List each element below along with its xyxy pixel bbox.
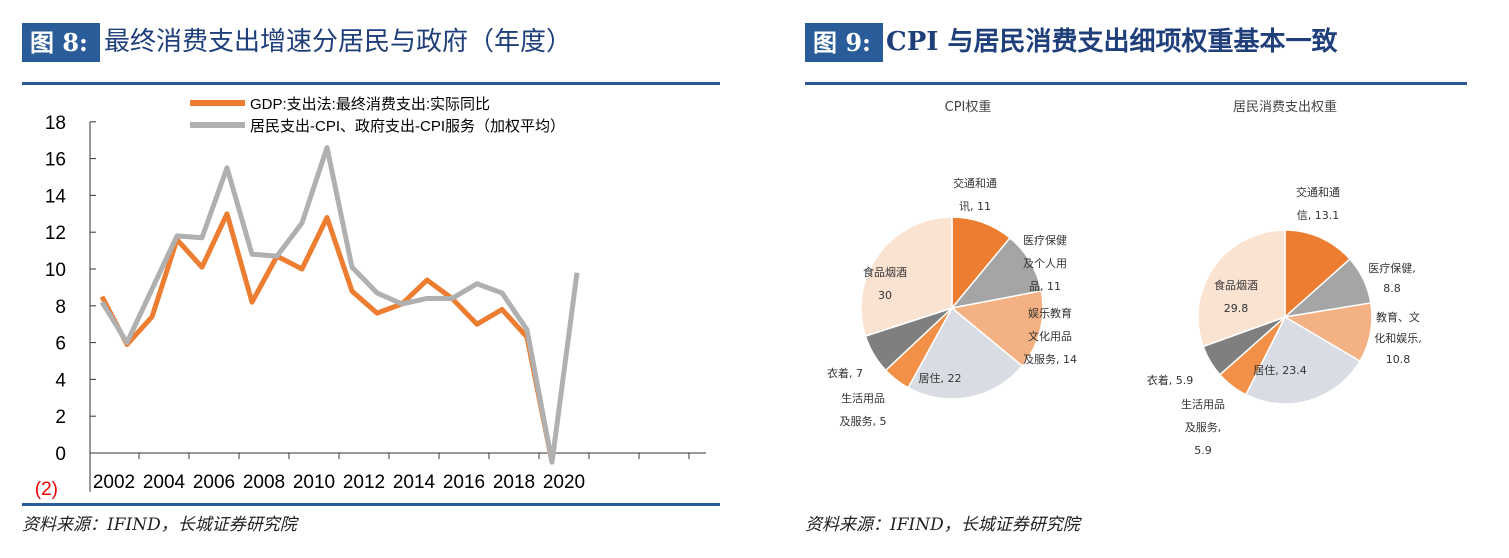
y-tick-label: (2) xyxy=(35,479,58,500)
legend-label: GDP:支出法:最终消费支出:实际同比 xyxy=(250,96,490,113)
pie-label: 食品烟酒 29.8 xyxy=(1214,279,1258,315)
source-note: 资料来源：IFIND，长城证券研究院 xyxy=(805,515,1080,535)
y-tick-label: 0 xyxy=(55,444,66,465)
line-chart: 18 16 14 12 10 8 6 4 2 0 (2) 2002 2004 2006 2008 2010 20… xyxy=(35,96,706,500)
series-line-2 xyxy=(99,145,580,465)
pie-label: 教育、文 化和娱乐, 10.8 xyxy=(1374,311,1422,366)
pie-slice xyxy=(907,306,1024,400)
pie-label: 交通和通 信, 13.1 xyxy=(1296,186,1340,222)
x-tick-label: 2016 xyxy=(443,472,485,493)
x-tick-label: 2008 xyxy=(243,472,285,493)
source-note: 资料来源：IFIND，长城证券研究院 xyxy=(22,515,297,535)
pie-slice xyxy=(1197,229,1286,348)
x-tick-label: 2010 xyxy=(293,472,335,493)
pie-label: 居住, 23.4 xyxy=(1253,364,1307,377)
y-tick-label: 10 xyxy=(45,260,66,281)
y-tick-label: 14 xyxy=(45,186,67,207)
footer-rule xyxy=(22,503,720,506)
pie-title-cpi: CPI权重 xyxy=(944,100,992,115)
x-tick-label: 2004 xyxy=(143,472,186,493)
y-tick-label: 6 xyxy=(55,334,66,355)
pie-label: 衣着, 5.9 xyxy=(1146,374,1194,387)
pie-label: 娱乐教育 文化用品 及服务, 14 xyxy=(1023,307,1077,366)
pie-label: 医疗保健 及个人用 品, 11 xyxy=(1023,234,1067,293)
pie-slice xyxy=(860,216,953,338)
x-tick-label: 2006 xyxy=(193,472,235,493)
pie-label: 生活用品 及服务, 5.9 xyxy=(1181,398,1225,457)
pie-charts xyxy=(860,216,1373,405)
pie-label: 交通和通 讯, 11 xyxy=(953,177,997,213)
x-tick-label: 2002 xyxy=(93,472,135,493)
pie-label: 医疗保健, 8.8 xyxy=(1368,262,1416,295)
x-tick-label: 2020 xyxy=(543,472,585,493)
figure-title: CPI 与居民消费支出细项权重基本一致 xyxy=(886,27,1338,57)
pie-slice xyxy=(1284,229,1351,319)
pie-label: 衣着, 7 xyxy=(827,367,863,380)
y-tick-label: 12 xyxy=(45,223,66,244)
title-rule xyxy=(805,82,1467,85)
figure-title: 最终消费支出增速分居民与政府（年度） xyxy=(104,27,573,57)
y-tick-label: 4 xyxy=(55,370,66,391)
figure-label: 图 9: xyxy=(805,23,883,62)
x-tick-label: 2012 xyxy=(343,472,385,493)
figure-8-panel: 图 8: 最终消费支出增速分居民与政府（年度） 18 16 14 12 10 8 6 4 2 0 (… xyxy=(0,0,740,558)
legend-label: 居民支出-CPI、政府支出-CPI服务（加权平均） xyxy=(250,118,565,135)
y-tick-label: 2 xyxy=(55,407,66,428)
x-tick-label: 2018 xyxy=(493,472,535,493)
figure-label: 图 8: xyxy=(22,23,100,62)
pie-label: 食品烟酒 30 xyxy=(863,266,907,302)
title-rule xyxy=(22,82,720,85)
pie-slice xyxy=(950,290,1044,368)
pie-title-household: 居民消费支出权重 xyxy=(1232,100,1338,115)
x-tick-label: 2014 xyxy=(393,472,436,493)
pie-label: 生活用品 及服务, 5 xyxy=(839,392,887,428)
y-tick-label: 8 xyxy=(55,297,66,318)
y-tick-label: 16 xyxy=(45,150,66,171)
y-tick-label: 18 xyxy=(45,113,66,134)
pie-label: 居住, 22 xyxy=(918,372,962,385)
